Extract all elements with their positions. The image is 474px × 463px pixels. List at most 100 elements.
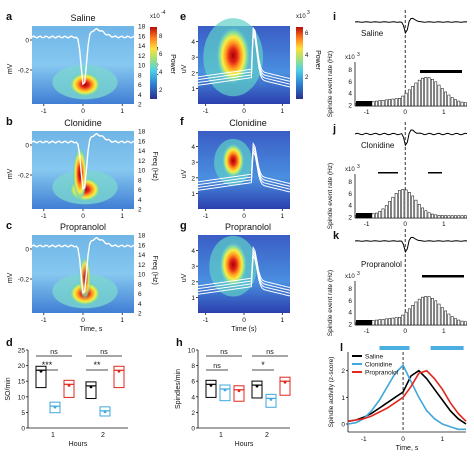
hist-bar-i-7 bbox=[378, 100, 382, 107]
dot-h-1-1 bbox=[223, 388, 227, 392]
dot-d-2-2 bbox=[117, 369, 121, 373]
tick-x-f-1: 0 bbox=[242, 213, 246, 220]
panel-letter-l: l bbox=[340, 342, 343, 354]
colorbar-label-a: Power bbox=[169, 54, 176, 75]
tick-freq-c-5: 12 bbox=[138, 262, 146, 269]
hist-bar-k-23 bbox=[431, 298, 434, 326]
tick-mv-c-1: -0.2 bbox=[18, 277, 30, 284]
xtick-d-1: 2 bbox=[101, 432, 105, 439]
sig-bar-l-2 bbox=[430, 346, 464, 350]
tick-freq-b-6: 14 bbox=[138, 148, 146, 155]
hist-ylabel-i: Spindle event rate (Hz) bbox=[327, 51, 334, 117]
tick-uv-e-0: 1 bbox=[191, 86, 195, 93]
hist-bar-j-22 bbox=[427, 212, 431, 219]
hist-bar-j-31 bbox=[457, 215, 461, 219]
tick-freq-b-3: 8 bbox=[138, 177, 142, 184]
tick-freq-a-1: 4 bbox=[138, 92, 142, 99]
hist-bar-i-13 bbox=[398, 97, 401, 107]
hist-baseline-i bbox=[356, 101, 372, 106]
hist-bar-k-12 bbox=[394, 317, 398, 326]
tick-freq-c-6: 14 bbox=[138, 252, 146, 259]
colorbar-scale-sup-e: 3 bbox=[307, 10, 310, 16]
panel-title-k: Propranolol bbox=[361, 260, 402, 269]
tick-x-g-1: 0 bbox=[242, 317, 246, 324]
hist-bar-k-8 bbox=[381, 319, 385, 326]
ytick-h-4: 8 bbox=[191, 363, 195, 370]
hist-bar-i-30 bbox=[454, 99, 457, 107]
hist-bar-j-21 bbox=[424, 210, 428, 219]
ytick-h-0: 0 bbox=[191, 426, 195, 433]
panel-title-f: Clonidine bbox=[229, 118, 267, 128]
dot-d-2-0 bbox=[89, 385, 93, 389]
xtick-l-0: -1 bbox=[361, 436, 367, 443]
sig-label-d-3: ** bbox=[93, 360, 101, 370]
hist-scale-sup-i: 3 bbox=[357, 52, 360, 58]
ytick-d-4: 20 bbox=[18, 363, 26, 370]
panel-letter-i: i bbox=[333, 11, 336, 23]
tick-x-a-1: 0 bbox=[81, 108, 85, 115]
ytick-d-2: 10 bbox=[18, 394, 26, 401]
box-h-1-2 bbox=[233, 385, 245, 402]
sig-bar-j-1 bbox=[378, 172, 398, 174]
ytick-l-1: 1 bbox=[341, 395, 345, 402]
hist-ylabel-k: Spindle event rate (Hz) bbox=[327, 270, 334, 336]
hist-bar-i-29 bbox=[450, 97, 454, 107]
panel-title-g: Propranolol bbox=[225, 222, 271, 232]
hist-xtick-j-0: -1 bbox=[364, 221, 370, 228]
dot-h-2-0 bbox=[255, 384, 259, 388]
tick-freq-b-2: 6 bbox=[138, 187, 142, 194]
hist-bar-i-15 bbox=[404, 92, 408, 107]
hist-bar-k-31 bbox=[457, 319, 461, 326]
panel-title-e: Saline bbox=[235, 13, 260, 23]
dot-d-1-1 bbox=[53, 405, 57, 409]
ytick-l-2: 2 bbox=[341, 368, 345, 375]
hist-bar-j-26 bbox=[440, 215, 444, 219]
hist-bar-k-32 bbox=[460, 320, 464, 326]
panel-title-j: Clonidine bbox=[361, 141, 395, 150]
hist-xtick-i-2: 1 bbox=[442, 109, 446, 116]
tick-freq-b-7: 16 bbox=[138, 138, 146, 145]
tick-freq-c-7: 16 bbox=[138, 242, 146, 249]
hist-scale-i: x10 bbox=[345, 55, 355, 61]
panel-letter-f: f bbox=[180, 116, 184, 128]
tick-mv-b-1: -0.2 bbox=[18, 173, 30, 180]
hist-bar-j-29 bbox=[450, 215, 454, 219]
hist-bar-i-24 bbox=[434, 81, 438, 107]
hist-bar-k-13 bbox=[398, 316, 401, 326]
hist-bar-k-18 bbox=[414, 301, 418, 326]
tick-freq-b-5: 12 bbox=[138, 158, 146, 165]
tick-x-b-1: 0 bbox=[81, 213, 85, 220]
hist-bar-k-9 bbox=[384, 318, 388, 326]
xtick-l-1: 0 bbox=[401, 436, 405, 443]
dot-d-1-2 bbox=[67, 383, 71, 387]
colorbar-label-e: Power bbox=[314, 50, 321, 71]
tick-mv-a-1: -0.2 bbox=[18, 68, 30, 75]
hist-xtick-i-1: 0 bbox=[403, 109, 407, 116]
legend-label-propranolol: Propranolol bbox=[365, 370, 399, 377]
dot-d-2-1 bbox=[103, 410, 107, 414]
box-d-1-1 bbox=[49, 401, 61, 414]
hist-bar-j-15 bbox=[404, 189, 408, 219]
hist-ytick-i-2: 6 bbox=[348, 79, 352, 86]
hist-xtick-j-2: 1 bbox=[442, 221, 446, 228]
panel-title-c: Propranolol bbox=[60, 222, 106, 232]
sig-label-h-1: ns bbox=[213, 363, 221, 370]
box-h-2-1 bbox=[265, 393, 277, 408]
tick-freq-c-2: 6 bbox=[138, 291, 142, 298]
colorbar-e bbox=[296, 27, 303, 99]
spindle-trace-f-0 bbox=[197, 150, 291, 193]
hist-bar-i-27 bbox=[444, 91, 447, 107]
tick-uv-f-2: 3 bbox=[191, 160, 195, 167]
hist-scale-j: x10 bbox=[345, 167, 355, 173]
hist-bar-k-17 bbox=[411, 305, 415, 326]
trace-j bbox=[354, 129, 468, 147]
ylabel-l: Spindle activity (z-score) bbox=[328, 357, 335, 428]
xtick-l-2: 1 bbox=[441, 436, 445, 443]
hist-bar-i-21 bbox=[424, 77, 428, 107]
legend-label-clonidine: Clonidine bbox=[365, 362, 392, 369]
sig-label-h-0: ns bbox=[220, 349, 228, 356]
hist-bar-i-33 bbox=[463, 102, 467, 107]
hist-baseline-j bbox=[356, 213, 372, 218]
heatmap-hotspot-f bbox=[222, 143, 245, 178]
hist-ytick-k-3: 8 bbox=[348, 286, 352, 293]
